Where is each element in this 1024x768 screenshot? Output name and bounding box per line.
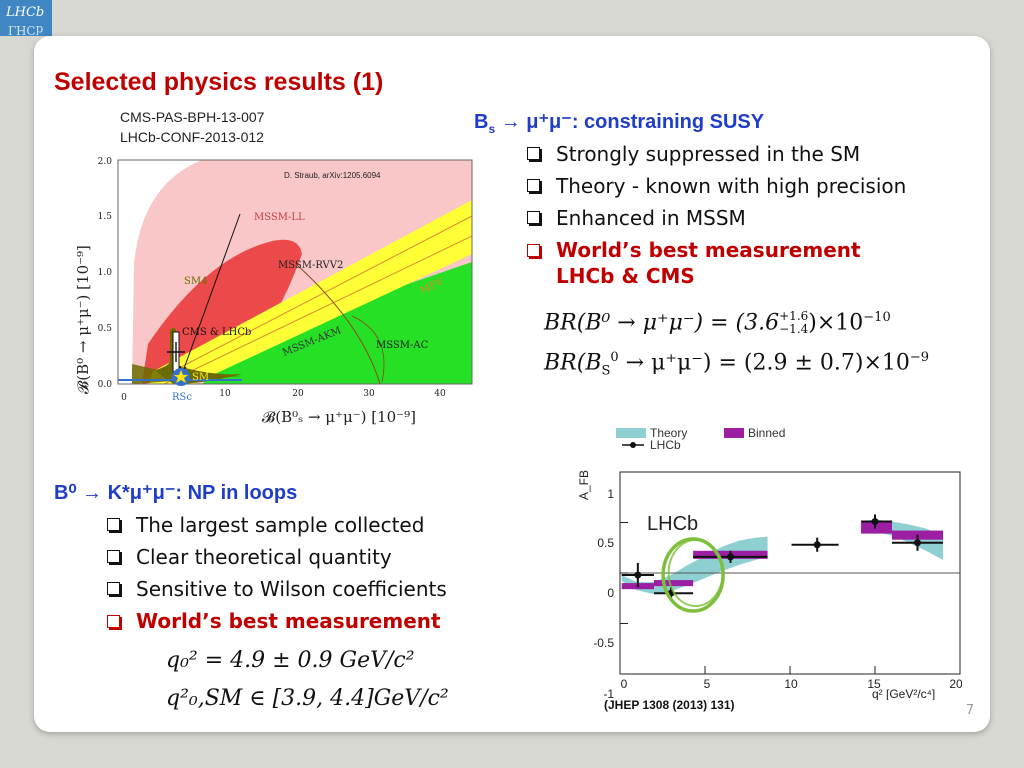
legend-binned-swatch: [724, 428, 744, 438]
legend-lhcb-marker: [630, 442, 636, 448]
bs-formula-b0: BR(B⁰ → μ⁺μ⁻) = (3.6 +1.6 −1.4)×10−10: [544, 309, 891, 337]
label-cms-lhcb: CMS & LHCb: [182, 327, 251, 338]
sm-star-icon: [174, 370, 188, 383]
label-sm4: SM4: [184, 276, 207, 287]
y-tick: -1: [603, 687, 614, 700]
bs-formula-bs: BR(BS0 → μ⁺μ⁻) = (2.9 ± 0.7)×10−9: [544, 350, 930, 379]
mfv-band: [149, 200, 472, 384]
svg-text:LHCb: LHCb: [5, 5, 44, 20]
y-tick: 0.0: [98, 380, 113, 390]
plot-header-2: LHCb-CONF-2013-012: [120, 129, 264, 145]
label-sm: SM: [192, 372, 209, 383]
x-tick: 40: [434, 389, 446, 399]
lhcb-label: LHCb: [647, 513, 698, 535]
lhcb-data-point: [634, 571, 642, 579]
checkbox-bullet-icon: [527, 147, 540, 160]
list-item: Sensitive to Wilson coefficients: [106, 573, 447, 605]
x-tick: 10: [219, 389, 231, 399]
mssm-rvv2-region: [142, 239, 302, 384]
label-mssm-ac: MSSM-AC: [376, 340, 429, 351]
list-item: Enhanced in MSSM: [526, 202, 906, 234]
x-tick: 5: [704, 677, 711, 691]
list-item: Theory - known with high precision: [526, 170, 906, 202]
lhcb-data-point: [914, 539, 921, 547]
label-mssm-rvv2: MSSM-RVV2: [278, 260, 343, 271]
y-tick: 1: [607, 487, 614, 501]
checkbox-bullet-icon: [107, 518, 120, 531]
slide: Selected physics results (1) CMS-PAS-BPH…: [34, 36, 990, 732]
x-axis-label: 𝓑(B⁰ₛ → μ⁺μ⁻) [10⁻⁹]: [262, 408, 416, 426]
page-number: 7: [965, 703, 974, 718]
mssm-ac-region: [202, 262, 472, 384]
x-tick: 10: [784, 677, 798, 691]
x-tick: 15: [867, 677, 881, 691]
lhcb-data-point: [727, 553, 734, 561]
lhcb-logo: LHCb LHCb: [0, 0, 52, 36]
x-tick: 0: [621, 677, 628, 691]
checkbox-bullet-icon: [107, 550, 120, 563]
susy-constraint-plot: CMS-PAS-BPH-13-007 LHCb-CONF-2013-012 D.…: [74, 109, 473, 426]
bs-section-heading: Bs → μ⁺μ⁻: constraining SUSY: [474, 111, 765, 136]
bs-bullet-list: Strongly suppressed in the SM Theory - k…: [526, 138, 906, 289]
checkbox-bullet-icon: [527, 179, 540, 192]
checkbox-bullet-icon: [527, 244, 540, 257]
legend-binned: Binned: [748, 426, 785, 440]
afb-chart: Theory Binned LHCb LHCb A_FB q² [GeV²/c⁴…: [577, 426, 962, 700]
legend-lhcb: LHCb: [650, 438, 681, 452]
x-axis-label: q² [GeV²/c⁴]: [872, 687, 935, 700]
q0-formula: q₀² = 4.9 ± 0.9 GeV/c²: [166, 648, 415, 673]
legend-theory-swatch: [616, 428, 646, 438]
list-item-highlight: World’s best measurement LHCb & CMS: [526, 237, 906, 289]
zero-crossing-highlight-circle: [667, 539, 724, 607]
list-item: Clear theoretical quantity: [106, 541, 447, 573]
y-tick: 0.5: [597, 536, 614, 550]
y-tick: 1.0: [98, 268, 113, 278]
checkbox-bullet-icon: [107, 582, 120, 595]
list-item: Strongly suppressed in the SM: [526, 138, 906, 170]
x-tick: 30: [363, 389, 375, 399]
checkbox-bullet-icon: [107, 615, 120, 628]
y-tick: 0.5: [98, 324, 113, 334]
binned-bin: [861, 522, 892, 534]
lhcb-data-point: [813, 541, 821, 549]
label-mssm-ll: MSSM-LL: [254, 212, 305, 223]
q0-sm-formula: q²₀,SM ∈ [3.9, 4.4]GeV/c²: [166, 686, 449, 711]
lhcb-data-point: [871, 517, 879, 525]
plot-header-1: CMS-PAS-BPH-13-007: [120, 109, 265, 125]
binned-bin: [654, 580, 694, 587]
label-rsc: RSc: [172, 392, 192, 403]
bk-bullet-list: The largest sample collected Clear theor…: [106, 509, 447, 634]
x-tick: 20: [292, 389, 304, 399]
slide-title: Selected physics results (1): [54, 68, 384, 96]
y-tick: -0.5: [593, 636, 614, 650]
citation: (JHEP 1308 (2013) 131): [604, 698, 735, 712]
bk-section-heading: B⁰ → K*μ⁺μ⁻: NP in loops: [54, 482, 298, 504]
credit-label: D. Straub, arXiv:1205.6094: [284, 171, 381, 180]
list-item: The largest sample collected: [106, 509, 447, 541]
svg-text:LHCb: LHCb: [8, 23, 44, 36]
legend-theory: Theory: [650, 426, 687, 440]
y-tick: 2.0: [98, 157, 113, 167]
x-tick: 20: [949, 677, 962, 691]
x-tick: 0: [121, 393, 127, 403]
y-tick: 1.5: [98, 212, 113, 222]
y-axis-label: 𝓑(B⁰ → μ⁺μ⁻) [10⁻⁹]: [74, 245, 92, 394]
y-tick: 0: [607, 586, 614, 600]
list-item-highlight: World’s best measurement: [106, 608, 447, 634]
checkbox-bullet-icon: [527, 211, 540, 224]
y-axis-label: A_FB: [577, 470, 591, 500]
